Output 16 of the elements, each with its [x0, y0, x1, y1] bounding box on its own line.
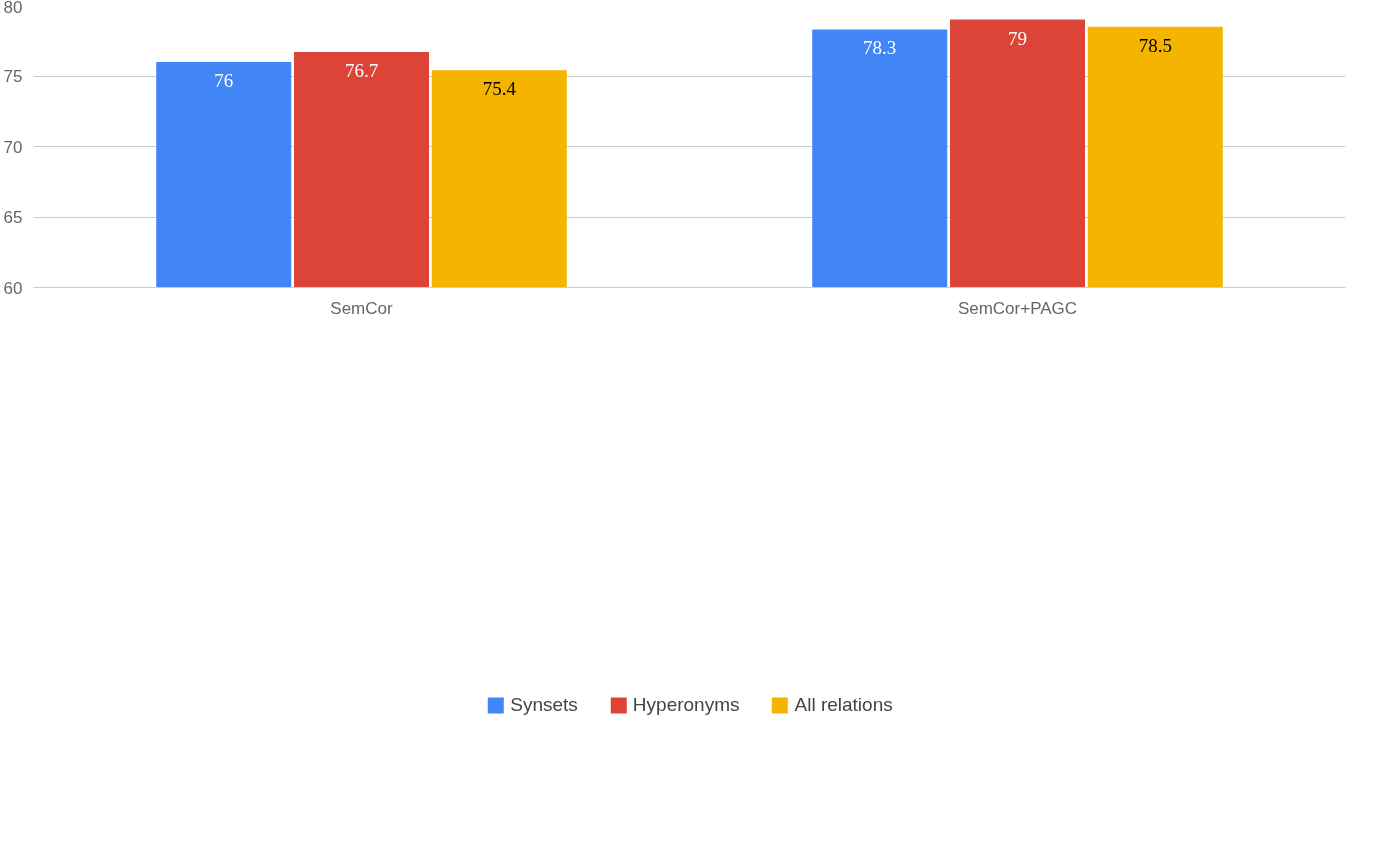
y-tick-label: 80	[3, 0, 23, 17]
x-tick-label: SemCor	[330, 298, 394, 318]
data-label: 78.5	[1138, 34, 1172, 56]
data-label: 75.4	[482, 78, 517, 100]
data-label: 79	[1008, 27, 1027, 49]
legend-label: All relations	[794, 693, 893, 716]
data-label: 76	[214, 69, 234, 91]
y-tick-label: 65	[3, 208, 23, 227]
x-tick-label: SemCor+PAGC	[957, 298, 1078, 318]
y-tick-label: 70	[3, 137, 23, 157]
data-label: 76.7	[344, 60, 379, 82]
y-tick-label: 60	[3, 278, 23, 298]
legend-label: Synsets	[510, 693, 578, 716]
legend-label: Hyperonyms	[632, 693, 740, 716]
y-tick-label: 75	[3, 67, 23, 86]
data-label: 78.3	[863, 37, 897, 59]
